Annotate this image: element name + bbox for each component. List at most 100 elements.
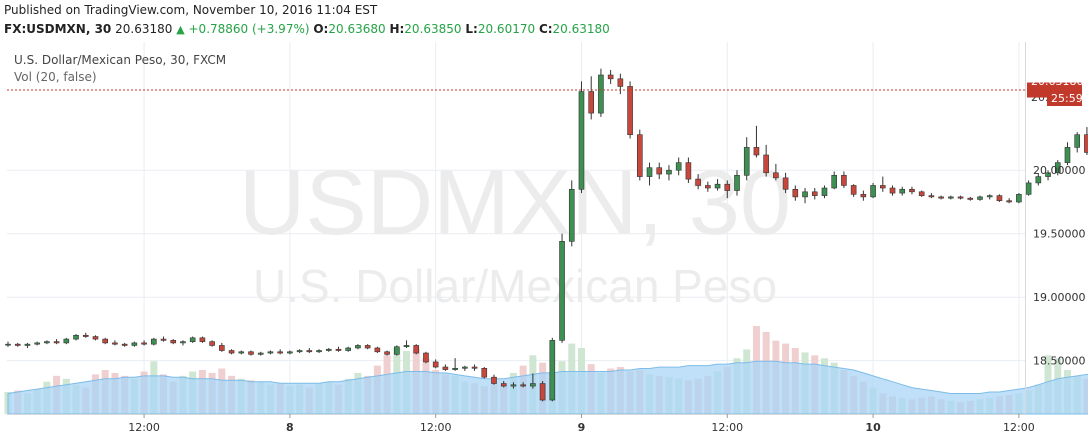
close-value: 20.63180: [552, 22, 610, 36]
candle-body: [287, 351, 293, 354]
candle-body: [646, 167, 653, 177]
candle-body: [432, 361, 439, 368]
candle-body: [510, 384, 517, 387]
candle-body: [393, 346, 400, 355]
candle-body: [1064, 147, 1071, 163]
candle-body: [121, 343, 128, 346]
candle-body: [257, 352, 264, 355]
watermark-symbol: USDMXN, 30: [239, 152, 791, 254]
change-value: +0.78860 (+3.97%): [188, 22, 310, 36]
time-tick-label: 8: [286, 421, 294, 434]
candle-body: [82, 334, 89, 337]
candle-body: [607, 74, 614, 80]
candle-body: [170, 340, 177, 344]
candle-body: [811, 191, 818, 196]
candle-body: [559, 241, 565, 341]
candle-body: [199, 337, 206, 342]
candle-body: [151, 338, 157, 345]
price-axis[interactable]: 20.00000 19.50000 19.00000 18.50000: [1033, 164, 1086, 367]
candle-body: [753, 147, 760, 156]
candle-body: [267, 351, 274, 354]
volume-ma-area: [7, 360, 1088, 415]
candle-body: [782, 177, 789, 190]
candle-body: [1016, 194, 1022, 203]
candle-body: [1006, 200, 1012, 203]
watermark-name: U.S. Dollar/Mexican Peso: [253, 260, 777, 312]
candle-body: [879, 185, 886, 189]
candle-body: [850, 185, 857, 195]
price-tick-label: 19.50000: [1033, 228, 1086, 241]
candle-body: [928, 195, 935, 198]
candle-body: [578, 91, 585, 190]
candle-body: [685, 162, 692, 180]
symbol-label: FX:USDMXN, 30: [4, 22, 112, 36]
candle-body: [636, 134, 643, 177]
candle-body: [530, 383, 536, 387]
close-label: C:: [538, 22, 553, 36]
candle-body: [588, 91, 595, 114]
candle-body: [598, 74, 604, 114]
candle-body: [773, 172, 779, 179]
candle-body: [180, 341, 186, 344]
candle-body: [24, 343, 31, 346]
candle-body: [986, 195, 993, 198]
candle-body: [403, 345, 410, 348]
candle-body: [92, 336, 99, 340]
candle-body: [112, 342, 118, 345]
candle-body: [743, 147, 750, 176]
candle-body: [763, 154, 769, 174]
candle-body: [860, 194, 867, 198]
candle-body: [948, 196, 954, 199]
candle-body: [675, 162, 682, 171]
time-axis[interactable]: 12:00 8 12:00 9 12:00 10 12:00: [128, 414, 1035, 434]
candle-body: [160, 338, 167, 341]
candle-body: [627, 86, 633, 135]
candle-body: [384, 351, 390, 355]
candle-body: [734, 175, 740, 191]
candle-body: [345, 347, 352, 351]
candle-body: [841, 175, 847, 186]
candle-body: [1035, 176, 1042, 184]
candle-body: [831, 175, 838, 189]
time-tick-label: 10: [865, 421, 881, 434]
candle-body: [705, 185, 711, 189]
candle-body: [666, 169, 672, 175]
candle-body: [1025, 182, 1032, 195]
pane-title: U.S. Dollar/Mexican Peso, 30, FXCM: [14, 53, 227, 67]
candle-body: [617, 78, 624, 87]
high-value: 20.63850: [404, 22, 462, 36]
candle-body: [889, 187, 896, 194]
candle-body: [277, 351, 283, 354]
candle-body: [821, 187, 828, 196]
candle-body: [14, 343, 21, 346]
time-tick-label: 12:00: [1003, 421, 1035, 434]
candle-body: [442, 366, 449, 370]
candle-body: [413, 345, 420, 354]
price-axis-border: [1025, 42, 1026, 414]
time-axis-border: [7, 414, 1025, 415]
candle-body: [34, 342, 40, 345]
low-value: 20.60170: [477, 22, 536, 36]
candle-body: [131, 342, 138, 346]
open-value: 20.63680: [328, 22, 386, 36]
candle-body: [44, 341, 50, 344]
candles: [5, 68, 1088, 402]
time-tick-label: 12:00: [128, 421, 160, 434]
candle-body: [189, 337, 196, 342]
volume-indicator-title[interactable]: Vol (20, false): [14, 70, 97, 84]
candle-body: [520, 384, 526, 387]
candle-body: [219, 345, 225, 351]
candle-body: [549, 340, 556, 401]
high-label: H:: [389, 22, 405, 36]
candle-body: [316, 350, 322, 353]
candle-body: [53, 341, 60, 344]
candle-body: [957, 196, 964, 199]
candle-body: [724, 183, 731, 191]
time-tick-label: 12:00: [711, 421, 743, 434]
price-tick-label: 19.00000: [1033, 291, 1086, 304]
candle-body: [568, 188, 575, 242]
candle-body: [335, 348, 342, 351]
candle-body: [1074, 134, 1080, 148]
candle-body: [996, 195, 1003, 202]
